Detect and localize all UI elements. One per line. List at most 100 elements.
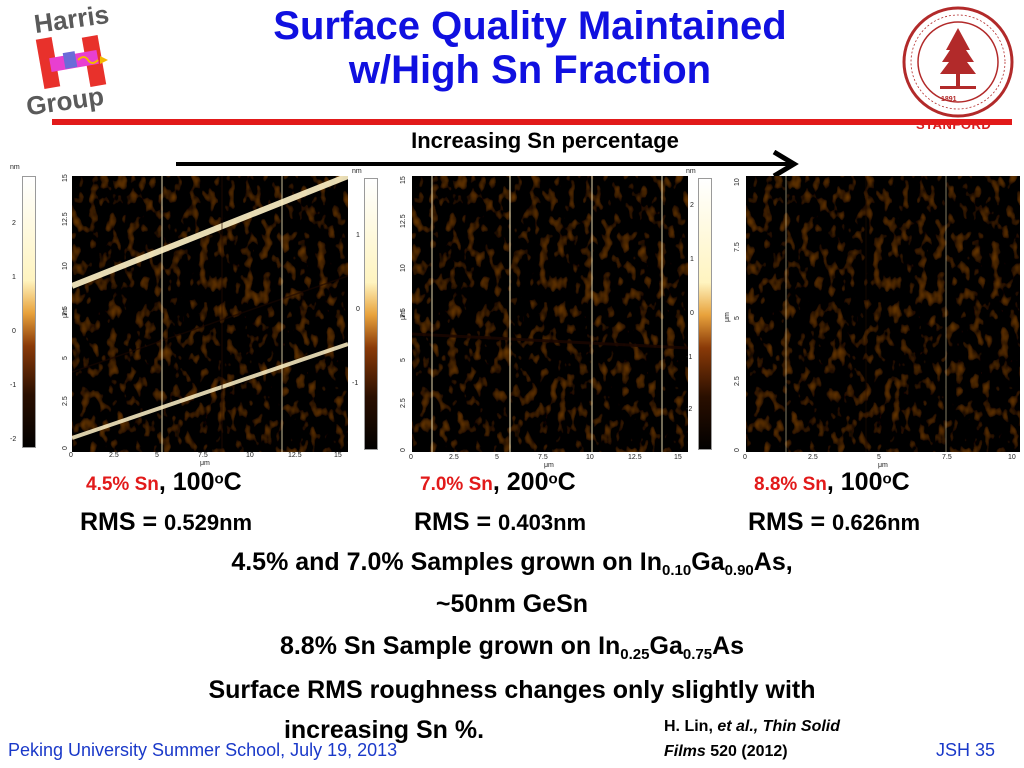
afm-image-3 (746, 176, 1020, 452)
sn-percent: 7.0% Sn (420, 474, 493, 495)
stanford-seal-year: 1891 (941, 96, 957, 103)
body-text: 4.5% and 7.0% Samples grown on In (231, 548, 662, 576)
y-tick: 2.5 (400, 398, 407, 408)
y-tick: 7.5 (734, 242, 741, 252)
panel-2-rms: RMS = 0.403nm (414, 508, 586, 537)
rms-label: RMS = (414, 508, 499, 536)
x-tick: 2.5 (808, 454, 818, 461)
y-tick: 5 (62, 356, 69, 360)
slide-title: Surface Quality Maintained w/High Sn Fra… (170, 4, 890, 92)
colorbar-tick: -1 (352, 380, 359, 387)
temp-suffix: C (557, 468, 576, 496)
body-text: 8.8% Sn Sample grown on In (279, 632, 621, 660)
x-tick: 5 (155, 452, 159, 459)
logo-h-mark-icon (35, 34, 108, 90)
colorbar-tick: -2 (10, 436, 17, 443)
y-tick: 0 (400, 448, 407, 452)
x-axis-unit: μm (878, 462, 888, 469)
temp-sup: o (548, 470, 558, 488)
rms-value: 0.403nm (498, 510, 587, 535)
temp-prefix: , 100 (158, 468, 215, 496)
subscript: 0.90 (724, 562, 754, 579)
colorbar-unit: nm (686, 168, 696, 175)
x-tick: 0 (69, 452, 73, 459)
arrow-label: Increasing Sn percentage (411, 128, 679, 153)
y-tick: 2.5 (62, 396, 69, 406)
citation-journal: Films (664, 743, 706, 760)
rms-label: RMS = (748, 508, 833, 536)
footer-event: Peking University Summer School, July 19… (8, 740, 398, 760)
rms-value: 0.529nm (164, 510, 253, 535)
colorbar-unit: nm (10, 164, 20, 171)
footer-slide-number: JSH 35 (936, 740, 996, 760)
subscript: 0.25 (620, 646, 650, 663)
harris-group-logo: Harris Group (8, 0, 138, 122)
x-tick: 12.5 (288, 452, 302, 459)
y-tick: 5 (734, 316, 741, 320)
y-tick: 5 (400, 358, 407, 362)
x-tick: 10 (586, 454, 594, 461)
panel-2-caption: 7.0% Sn, 200oC (420, 468, 576, 497)
body-text: Ga (691, 548, 725, 576)
x-tick: 7.5 (942, 454, 952, 461)
body-text: Ga (649, 632, 683, 660)
stanford-seal-icon (902, 6, 1014, 118)
sn-percent: 8.8% Sn (754, 474, 827, 495)
body-text: As, (753, 548, 793, 576)
y-tick: 15 (62, 174, 69, 182)
panel-1-caption: 4.5% Sn, 100oC (86, 468, 242, 497)
y-axis-unit: μm (62, 308, 69, 318)
colorbar-tick: 0 (690, 310, 694, 317)
panel-3-caption: 8.8% Sn, 100oC (754, 468, 910, 497)
colorbar-unit: nm (352, 168, 362, 175)
y-tick: 12.5 (62, 212, 69, 226)
x-axis-unit: μm (544, 462, 554, 469)
body-line-conclusion-2: increasing Sn %. (283, 716, 485, 744)
citation: H. Lin, et al., Thin Solid Films 520 (20… (664, 714, 924, 764)
colorbar-tick: 1 (356, 232, 360, 239)
colorbar-tick: 2 (690, 202, 694, 209)
colorbar-tick: 0 (12, 328, 16, 335)
colorbar-tick: 2 (12, 220, 16, 227)
colorbar-tick: 1 (12, 274, 16, 281)
body-text: As (712, 632, 745, 660)
citation-volume: 520 (2012) (705, 743, 788, 760)
x-tick: 0 (409, 454, 413, 461)
colorbar-tick: -1 (10, 382, 17, 389)
y-tick: 10 (62, 262, 69, 270)
x-tick: 10 (246, 452, 254, 459)
x-tick: 7.5 (198, 452, 208, 459)
temp-suffix: C (223, 468, 242, 496)
x-axis-unit: μm (200, 460, 210, 467)
temp-prefix: , 100 (826, 468, 883, 496)
colorbar (698, 178, 712, 450)
x-tick: 5 (877, 454, 881, 461)
temp-suffix: C (891, 468, 910, 496)
subscript: 0.75 (682, 646, 713, 663)
y-tick: 10 (400, 264, 407, 272)
rms-value: 0.626nm (832, 510, 921, 535)
x-tick: 2.5 (449, 454, 459, 461)
y-tick: 15 (400, 176, 407, 184)
citation-etal: et al., Thin Solid (717, 718, 840, 735)
y-axis-unit: μm (400, 310, 407, 320)
y-tick: 10 (734, 178, 741, 186)
x-tick: 2.5 (109, 452, 119, 459)
body-line-substrate-2: 8.8% Sn Sample grown on In0.25Ga0.75As (0, 632, 1024, 663)
afm-image-2 (412, 176, 688, 452)
body-line-gesn-thickness: ~50nm GeSn (435, 590, 589, 618)
rms-label: RMS = (80, 508, 165, 536)
body-line-conclusion-1: Surface RMS roughness changes only sligh… (208, 676, 816, 704)
x-tick: 7.5 (538, 454, 548, 461)
y-tick: 2.5 (734, 376, 741, 386)
citation-author: H. Lin, (664, 718, 718, 735)
x-tick: 12.5 (628, 454, 642, 461)
temp-prefix: , 200 (492, 468, 549, 496)
y-tick: 0 (734, 448, 741, 452)
x-tick: 0 (743, 454, 747, 461)
colorbar-tick: 1 (690, 256, 694, 263)
subscript: 0.10 (662, 562, 692, 579)
x-tick: 10 (1008, 454, 1016, 461)
colorbar-tick: -2 (686, 406, 693, 413)
panel-1-rms: RMS = 0.529nm (80, 508, 252, 537)
